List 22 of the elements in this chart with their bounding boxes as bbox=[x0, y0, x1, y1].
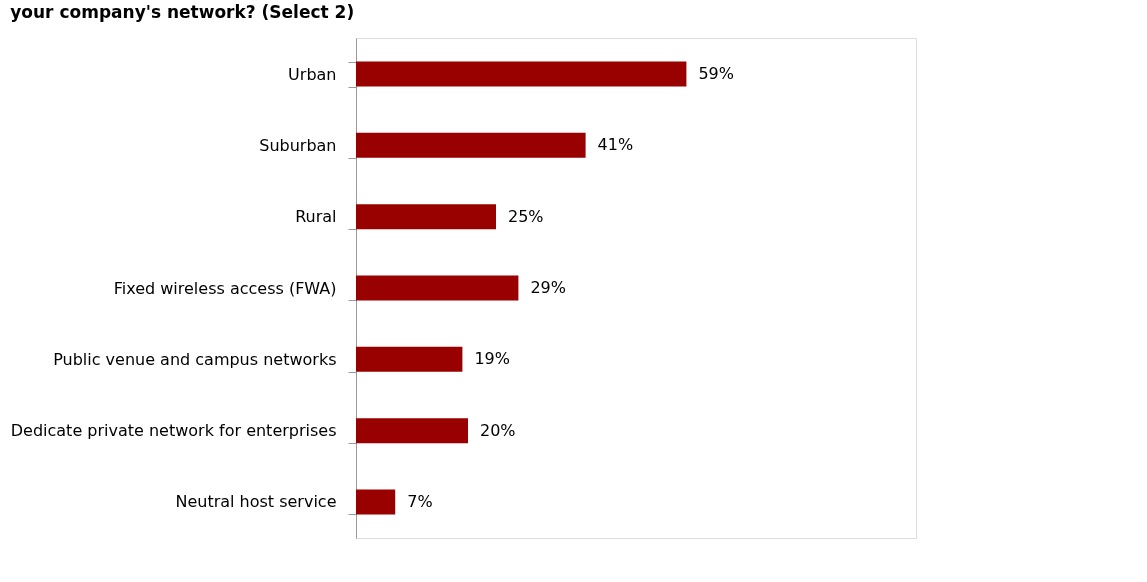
bar bbox=[356, 275, 519, 301]
data-label: 41% bbox=[597, 135, 634, 155]
bar bbox=[356, 489, 396, 515]
text: your company's network? (Select 2) bbox=[10, 2, 355, 22]
bar bbox=[356, 418, 468, 444]
bar bbox=[356, 61, 687, 87]
bar bbox=[356, 346, 463, 372]
data-label: 59% bbox=[698, 64, 734, 84]
y-tick-label: Suburban bbox=[259, 135, 337, 155]
bar bbox=[356, 132, 586, 158]
data-label: 19% bbox=[474, 349, 510, 369]
data-label: 29% bbox=[530, 278, 566, 297]
y-tick-label: Dedicate private network for enterprises bbox=[10, 421, 337, 441]
y-tick-label: Urban bbox=[288, 64, 337, 84]
bar bbox=[356, 204, 496, 230]
data-label: 20% bbox=[480, 420, 516, 440]
y-tick-label: Neutral host service bbox=[175, 492, 337, 512]
y-tick-label: Rural bbox=[295, 207, 337, 227]
y-tick-label: Fixed wireless access (FWA) bbox=[113, 278, 337, 298]
y-tick-label: Public venue and campus networks bbox=[53, 349, 337, 369]
data-label: 7% bbox=[407, 491, 433, 511]
data-label: 25% bbox=[508, 206, 544, 226]
